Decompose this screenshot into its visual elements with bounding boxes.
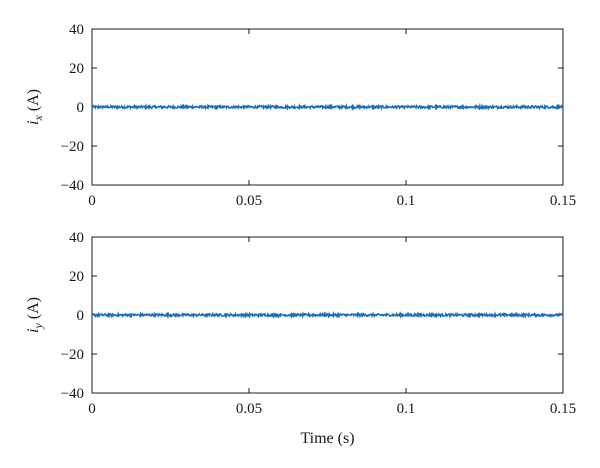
series-line-1	[91, 310, 564, 320]
x-tick-label: 0.05	[236, 193, 262, 209]
y-tick-label: 40	[69, 22, 84, 38]
x-tick-label: 0.15	[550, 401, 576, 417]
y-axis-label: iy (A)	[25, 297, 45, 333]
y-tick-label: 20	[69, 61, 84, 77]
plot-panel-1: 0 0.05 0.1 0.15 40 20 0 −20 −40 ix (A)	[25, 22, 576, 209]
y-tick-label: −40	[61, 178, 84, 194]
x-tick-label: 0.1	[397, 193, 416, 209]
y-tick-label: −40	[61, 386, 84, 402]
x-axis-label: Time (s)	[300, 430, 354, 447]
x-tick-label: 0.05	[236, 401, 262, 417]
x-tick-label: 0.15	[550, 193, 576, 209]
y-axis-label: ix (A)	[25, 89, 45, 125]
y-tick-label: 40	[69, 230, 84, 246]
plot-panel-2: 0 0.05 0.1 0.15 40 20 0 −20 −40 iy (A) Time (s)	[25, 230, 576, 447]
series-line-1	[91, 102, 564, 112]
x-tick-label: 0	[88, 401, 96, 417]
x-tick-label: 0.1	[397, 401, 416, 417]
y-tick-label: 0	[77, 100, 85, 116]
y-tick-label: 20	[69, 269, 84, 285]
y-tick-label: −20	[61, 347, 84, 363]
y-tick-label: 0	[77, 308, 85, 324]
x-tick-label: 0	[88, 193, 96, 209]
y-tick-label: −20	[61, 139, 84, 155]
